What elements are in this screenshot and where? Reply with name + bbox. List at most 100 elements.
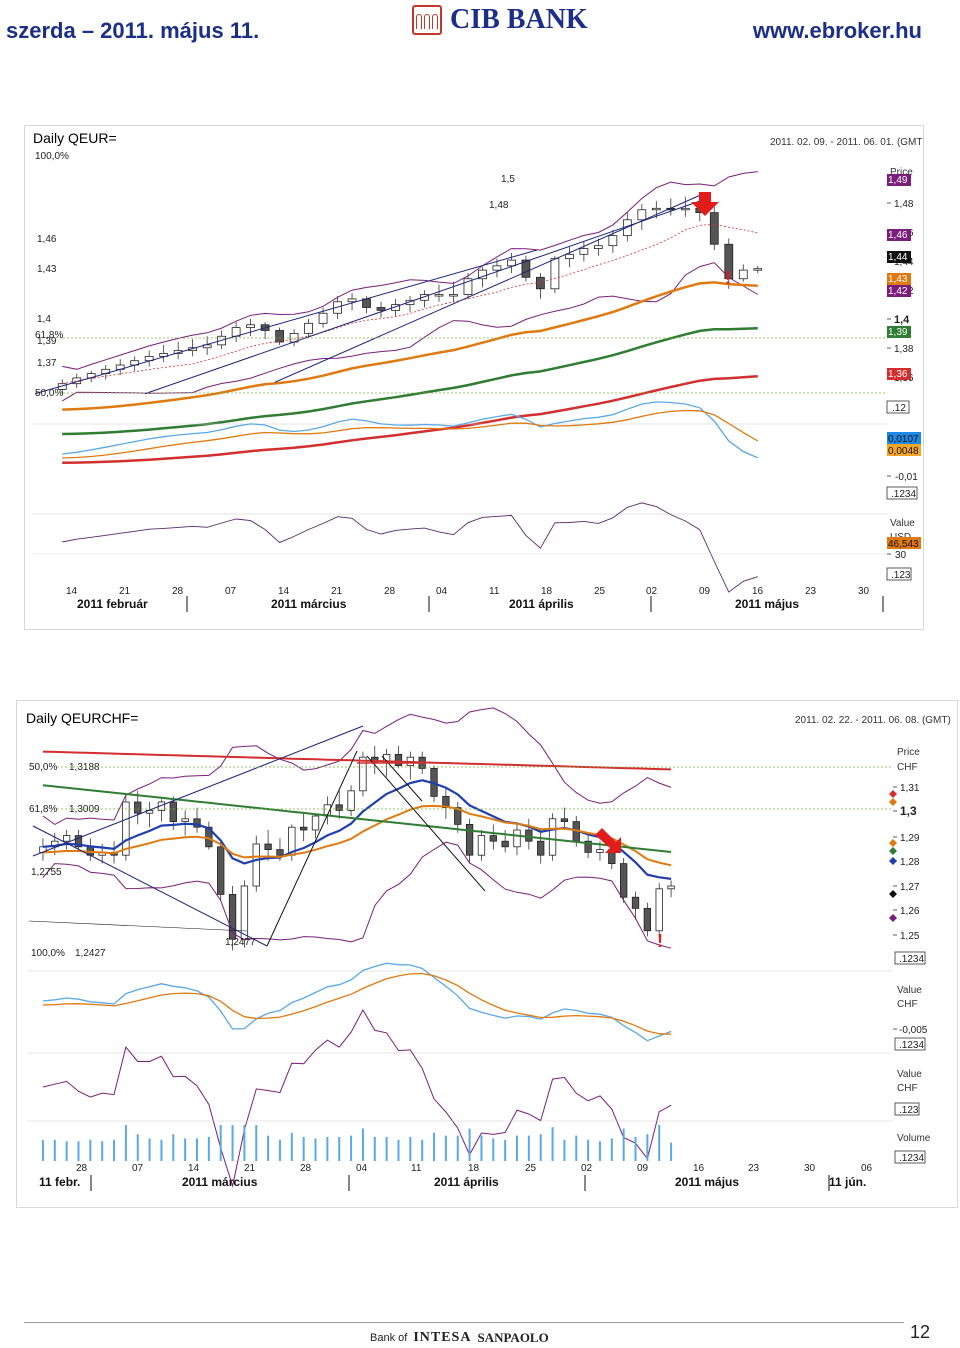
price-badge-label: 1,46 (888, 230, 908, 241)
x-tick-label: 04 (436, 586, 448, 597)
fib-label: 1,39 (37, 336, 57, 347)
macd-axis-title: Value (897, 985, 922, 996)
bollinger-upper (62, 171, 758, 370)
macd-line (42, 962, 672, 1042)
ma-red (42, 750, 672, 771)
volume-panel: Volume .1234 (41, 1125, 931, 1164)
fib-label: 61,8% (29, 804, 57, 815)
candle (300, 826, 308, 831)
trend-line (34, 249, 538, 395)
candle (276, 849, 284, 856)
fib-label: 1,48 (489, 200, 509, 211)
price-tick-label: 1,26 (900, 906, 920, 917)
candle (359, 756, 367, 792)
price-tick-label: 1,4 (894, 314, 910, 326)
rsi-line (62, 502, 758, 593)
rsi-box-label: .123 (891, 570, 911, 581)
legend-marker-icon (889, 847, 897, 855)
candle (335, 804, 343, 811)
rsi-badge (887, 537, 921, 549)
page-header: szerda – 2011. május 11. CIB BANK www.eb… (0, 0, 960, 66)
candles-area: ! (34, 171, 763, 465)
x-tick-label: 23 (805, 586, 817, 597)
indicator-box-label: .1234 (891, 489, 916, 500)
x-tick-label: 16 (693, 1163, 705, 1174)
month-label: 2011 március (182, 1175, 258, 1189)
date-axis: 28 07 14 21 28 04 11 18 25 02 09 16 23 30 06 11 febr. 20… (39, 1163, 873, 1191)
x-tick-label: 02 (646, 586, 658, 597)
fib-label: 1,4 (37, 314, 51, 325)
rsi-value: 46,543 (888, 539, 919, 550)
month-label: 2011 május (735, 597, 799, 611)
chart-title: Daily QEUR= (33, 130, 117, 146)
candle (565, 253, 574, 260)
x-tick-label: 23 (748, 1163, 760, 1174)
candle (637, 209, 647, 221)
date-axis: 14 21 28 07 14 21 28 04 11 18 25 02 09 16 23 30 2011 feb… (66, 586, 884, 612)
bank-logo-icon (412, 5, 442, 35)
fib-label: 1,46 (37, 234, 57, 245)
price-tick-label: 1,3 (900, 804, 917, 818)
legend-marker-icon (889, 798, 897, 806)
x-tick-label: 30 (858, 586, 870, 597)
ma-red (62, 374, 758, 465)
x-tick-label: 07 (132, 1163, 144, 1174)
ma-green (62, 327, 758, 436)
indicator-tick-label: -0,01 (895, 472, 918, 483)
candle (489, 835, 497, 842)
candle (347, 790, 355, 811)
candle (478, 269, 487, 280)
macd-box (894, 1037, 926, 1051)
footer-sanpaolo: SANPAOLO (477, 1330, 549, 1345)
candle (420, 294, 429, 301)
candle (240, 885, 249, 940)
footer-intesa: INTESA (413, 1330, 472, 1345)
candle (492, 265, 502, 271)
ma-orange (62, 281, 758, 411)
x-tick-label: 07 (225, 586, 237, 597)
stochastic-line (42, 1008, 672, 1188)
x-tick-label: 18 (468, 1163, 480, 1174)
price-badge-label: 1,39 (888, 327, 908, 338)
x-tick-label: 14 (278, 586, 290, 597)
candle (620, 863, 628, 898)
chart-date-range: 2011. 02. 22. - 2011. 06. 08. (GMT) (795, 715, 951, 726)
sto-box-label: .123 (899, 1105, 919, 1116)
candle (643, 907, 652, 932)
support-line (28, 920, 248, 932)
price-badge-label: 1,43 (888, 274, 908, 285)
close-box (894, 951, 926, 965)
candle (584, 840, 592, 853)
fib-label: 1,43 (37, 264, 57, 275)
stochastic-panel: Value CHF .123 (42, 1008, 922, 1188)
candle (680, 207, 690, 211)
candle (536, 276, 545, 290)
candle (252, 843, 260, 887)
price-badge-label: 1,49 (888, 175, 908, 186)
price-tick-label: 1,27 (900, 882, 920, 893)
price-badge (887, 273, 911, 285)
chart-title: Daily QEURCHF= (26, 710, 138, 726)
candle (667, 885, 675, 890)
header-url[interactable]: www.ebroker.hu (752, 18, 922, 43)
bollinger-upper (42, 707, 672, 825)
candle (159, 353, 169, 357)
month-label: 2011 február (77, 597, 148, 611)
candle (465, 824, 474, 856)
x-tick-label: 25 (594, 586, 606, 597)
bollinger-lower (42, 841, 672, 949)
trend-line (144, 200, 700, 395)
alert-icon: ! (657, 931, 663, 951)
candle (394, 754, 403, 767)
candle (264, 843, 272, 850)
ma-green (42, 784, 672, 853)
sto-axis-title: Value (897, 1069, 922, 1080)
indicator-badge-label: 0,0048 (888, 446, 919, 457)
close-box-label: .1234 (899, 954, 924, 965)
candle (74, 835, 83, 848)
fib-label: 61,8% (35, 330, 63, 341)
bollinger-lower (61, 262, 759, 402)
sell-arrow-icon (691, 192, 719, 216)
candle (560, 818, 569, 823)
price-badge (887, 251, 911, 263)
